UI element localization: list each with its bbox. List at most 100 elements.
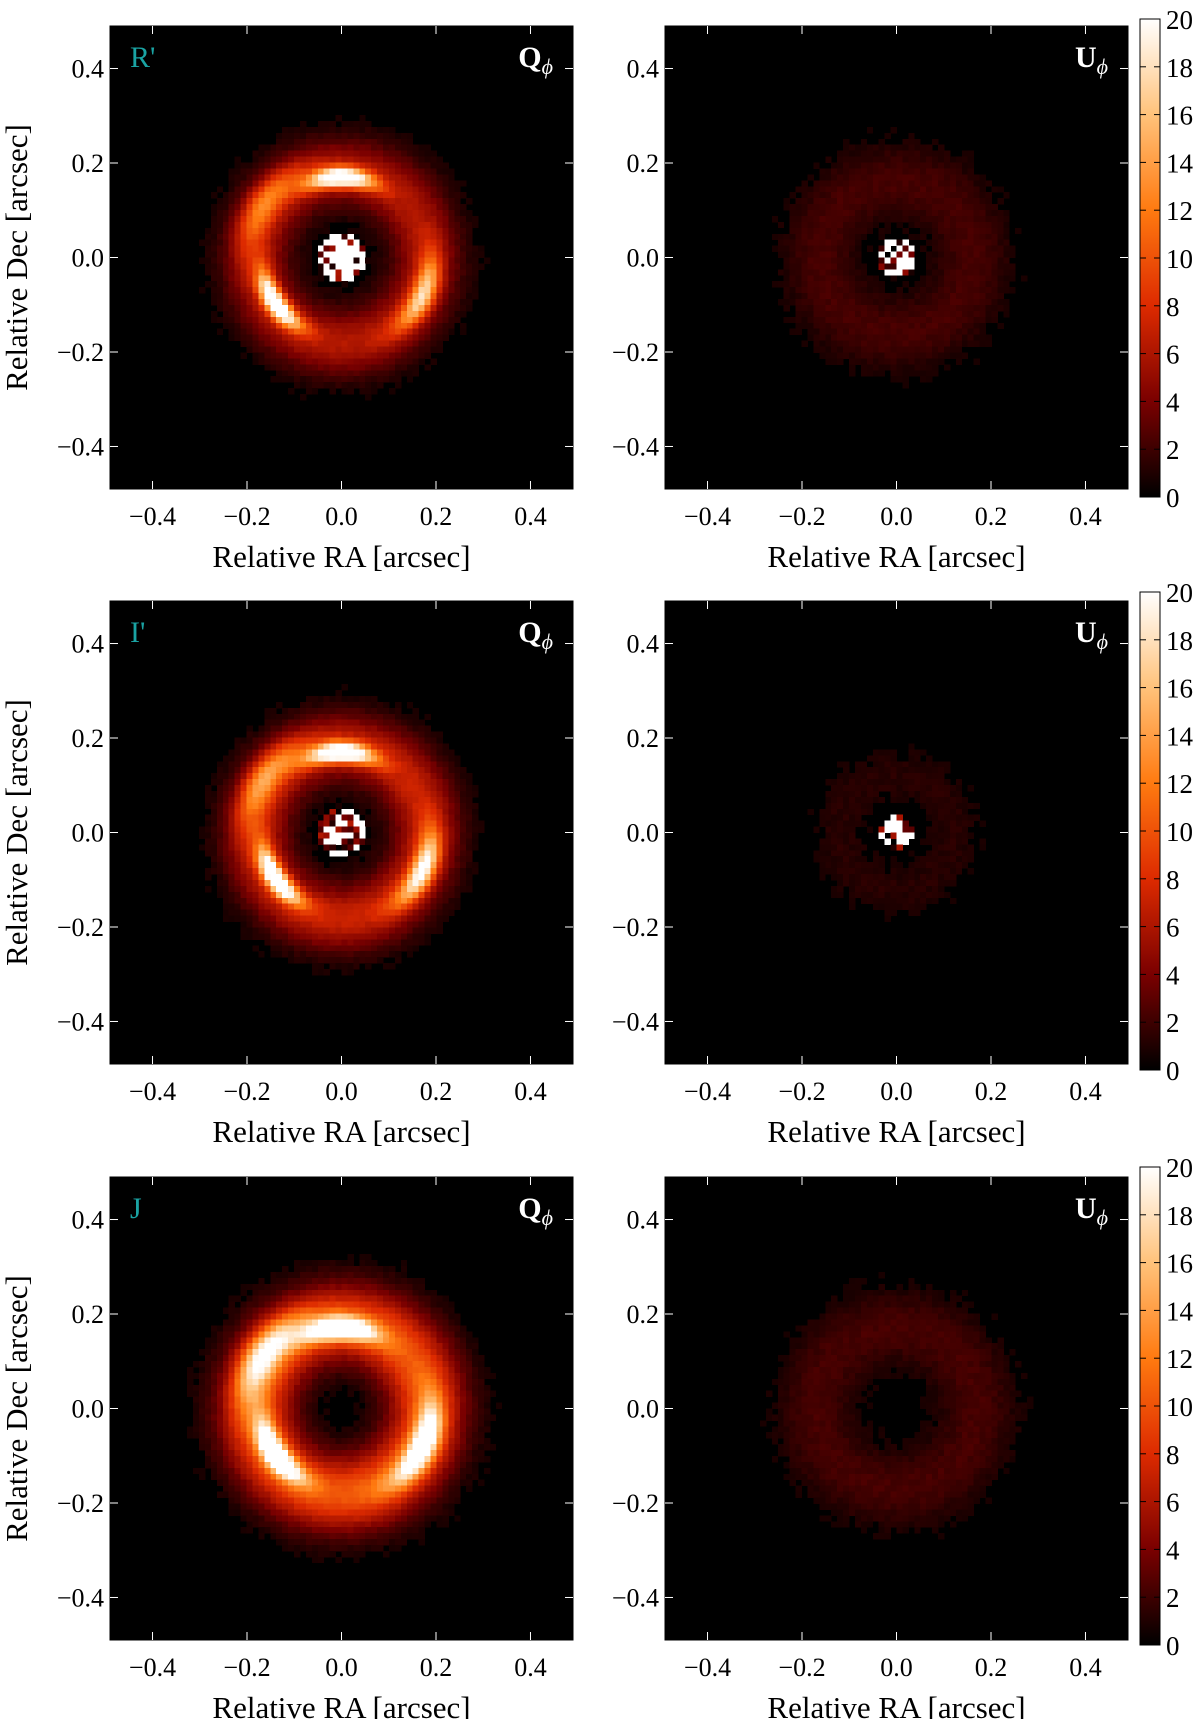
pixel bbox=[341, 328, 348, 336]
pixel bbox=[872, 162, 880, 169]
pixel bbox=[813, 198, 820, 205]
pixel bbox=[896, 779, 903, 786]
pixel bbox=[967, 785, 975, 792]
pixel bbox=[783, 251, 791, 258]
pixel bbox=[359, 388, 366, 395]
pixel bbox=[240, 832, 247, 839]
pixel bbox=[837, 316, 844, 324]
pixel bbox=[258, 316, 265, 324]
pixel bbox=[383, 322, 390, 330]
pixel bbox=[228, 310, 236, 318]
pixel bbox=[819, 233, 826, 241]
pixel bbox=[264, 773, 271, 780]
pixel bbox=[884, 310, 891, 318]
pixel bbox=[294, 767, 301, 774]
pixel bbox=[819, 340, 826, 347]
pixel bbox=[854, 168, 862, 175]
pixel bbox=[210, 287, 218, 294]
pixel bbox=[377, 215, 384, 223]
pixel bbox=[932, 796, 939, 804]
pixel bbox=[418, 808, 426, 816]
pixel bbox=[347, 790, 354, 798]
pixel bbox=[353, 838, 360, 845]
pixel bbox=[305, 785, 313, 792]
pixel bbox=[955, 287, 963, 294]
pixel bbox=[866, 785, 874, 792]
pixel bbox=[843, 779, 850, 786]
pixel bbox=[949, 322, 957, 330]
pixel bbox=[335, 826, 342, 833]
pixel bbox=[365, 150, 372, 157]
pixel bbox=[430, 921, 437, 928]
pixel bbox=[347, 939, 354, 946]
pixel bbox=[424, 844, 431, 851]
pixel bbox=[234, 210, 241, 217]
pixel bbox=[442, 293, 449, 300]
pixel bbox=[294, 287, 301, 294]
pixel bbox=[222, 767, 230, 774]
pixel bbox=[920, 174, 927, 181]
pixel bbox=[305, 838, 313, 845]
pixel bbox=[365, 340, 372, 347]
pixel bbox=[276, 156, 283, 163]
pixel bbox=[371, 701, 378, 709]
pixel bbox=[252, 927, 259, 934]
pixel bbox=[406, 364, 414, 371]
pixel bbox=[436, 785, 443, 792]
pixel bbox=[860, 796, 868, 804]
pixel bbox=[902, 358, 909, 365]
pixel bbox=[299, 891, 307, 899]
pixel bbox=[228, 761, 236, 768]
pixel bbox=[436, 832, 443, 839]
pixel bbox=[418, 180, 426, 187]
pixel bbox=[365, 862, 372, 869]
pixel bbox=[329, 927, 336, 934]
pixel bbox=[299, 198, 307, 205]
pixel bbox=[860, 263, 868, 270]
pixel bbox=[264, 808, 271, 816]
pixel bbox=[985, 275, 992, 282]
pixel bbox=[831, 328, 838, 336]
pixel bbox=[854, 156, 862, 163]
pixel bbox=[967, 168, 975, 175]
pixel bbox=[831, 215, 838, 223]
pixel bbox=[276, 144, 283, 152]
pixel bbox=[347, 304, 354, 312]
pixel bbox=[234, 773, 241, 780]
pixel bbox=[353, 156, 360, 163]
pixel bbox=[383, 814, 390, 822]
pixel bbox=[216, 245, 224, 252]
pixel bbox=[246, 868, 253, 875]
pixel bbox=[926, 322, 933, 330]
pixel bbox=[932, 150, 939, 157]
pixel bbox=[258, 192, 265, 199]
pixel bbox=[394, 304, 402, 312]
pixel bbox=[955, 269, 963, 276]
pixel bbox=[246, 198, 253, 205]
pixel bbox=[353, 761, 360, 768]
pixel bbox=[305, 767, 313, 774]
pixel bbox=[448, 885, 455, 893]
pixel bbox=[418, 257, 426, 264]
pixel bbox=[282, 909, 289, 917]
pixel bbox=[837, 245, 844, 252]
pixel bbox=[323, 957, 331, 964]
pixel bbox=[270, 785, 277, 792]
pixel bbox=[210, 251, 218, 258]
pixel bbox=[955, 192, 963, 199]
pixel bbox=[884, 761, 891, 768]
pixel bbox=[825, 328, 832, 336]
pixel bbox=[294, 370, 301, 377]
pixel bbox=[920, 749, 927, 756]
pixel bbox=[210, 221, 218, 229]
pixel bbox=[424, 198, 431, 205]
pixel bbox=[801, 233, 808, 241]
pixel bbox=[335, 251, 342, 258]
pixel bbox=[388, 215, 396, 223]
pixel bbox=[323, 796, 331, 804]
pixel bbox=[831, 352, 838, 359]
pixel bbox=[276, 316, 283, 324]
pixel bbox=[460, 820, 467, 827]
pixel bbox=[430, 310, 437, 318]
pixel bbox=[424, 767, 431, 774]
